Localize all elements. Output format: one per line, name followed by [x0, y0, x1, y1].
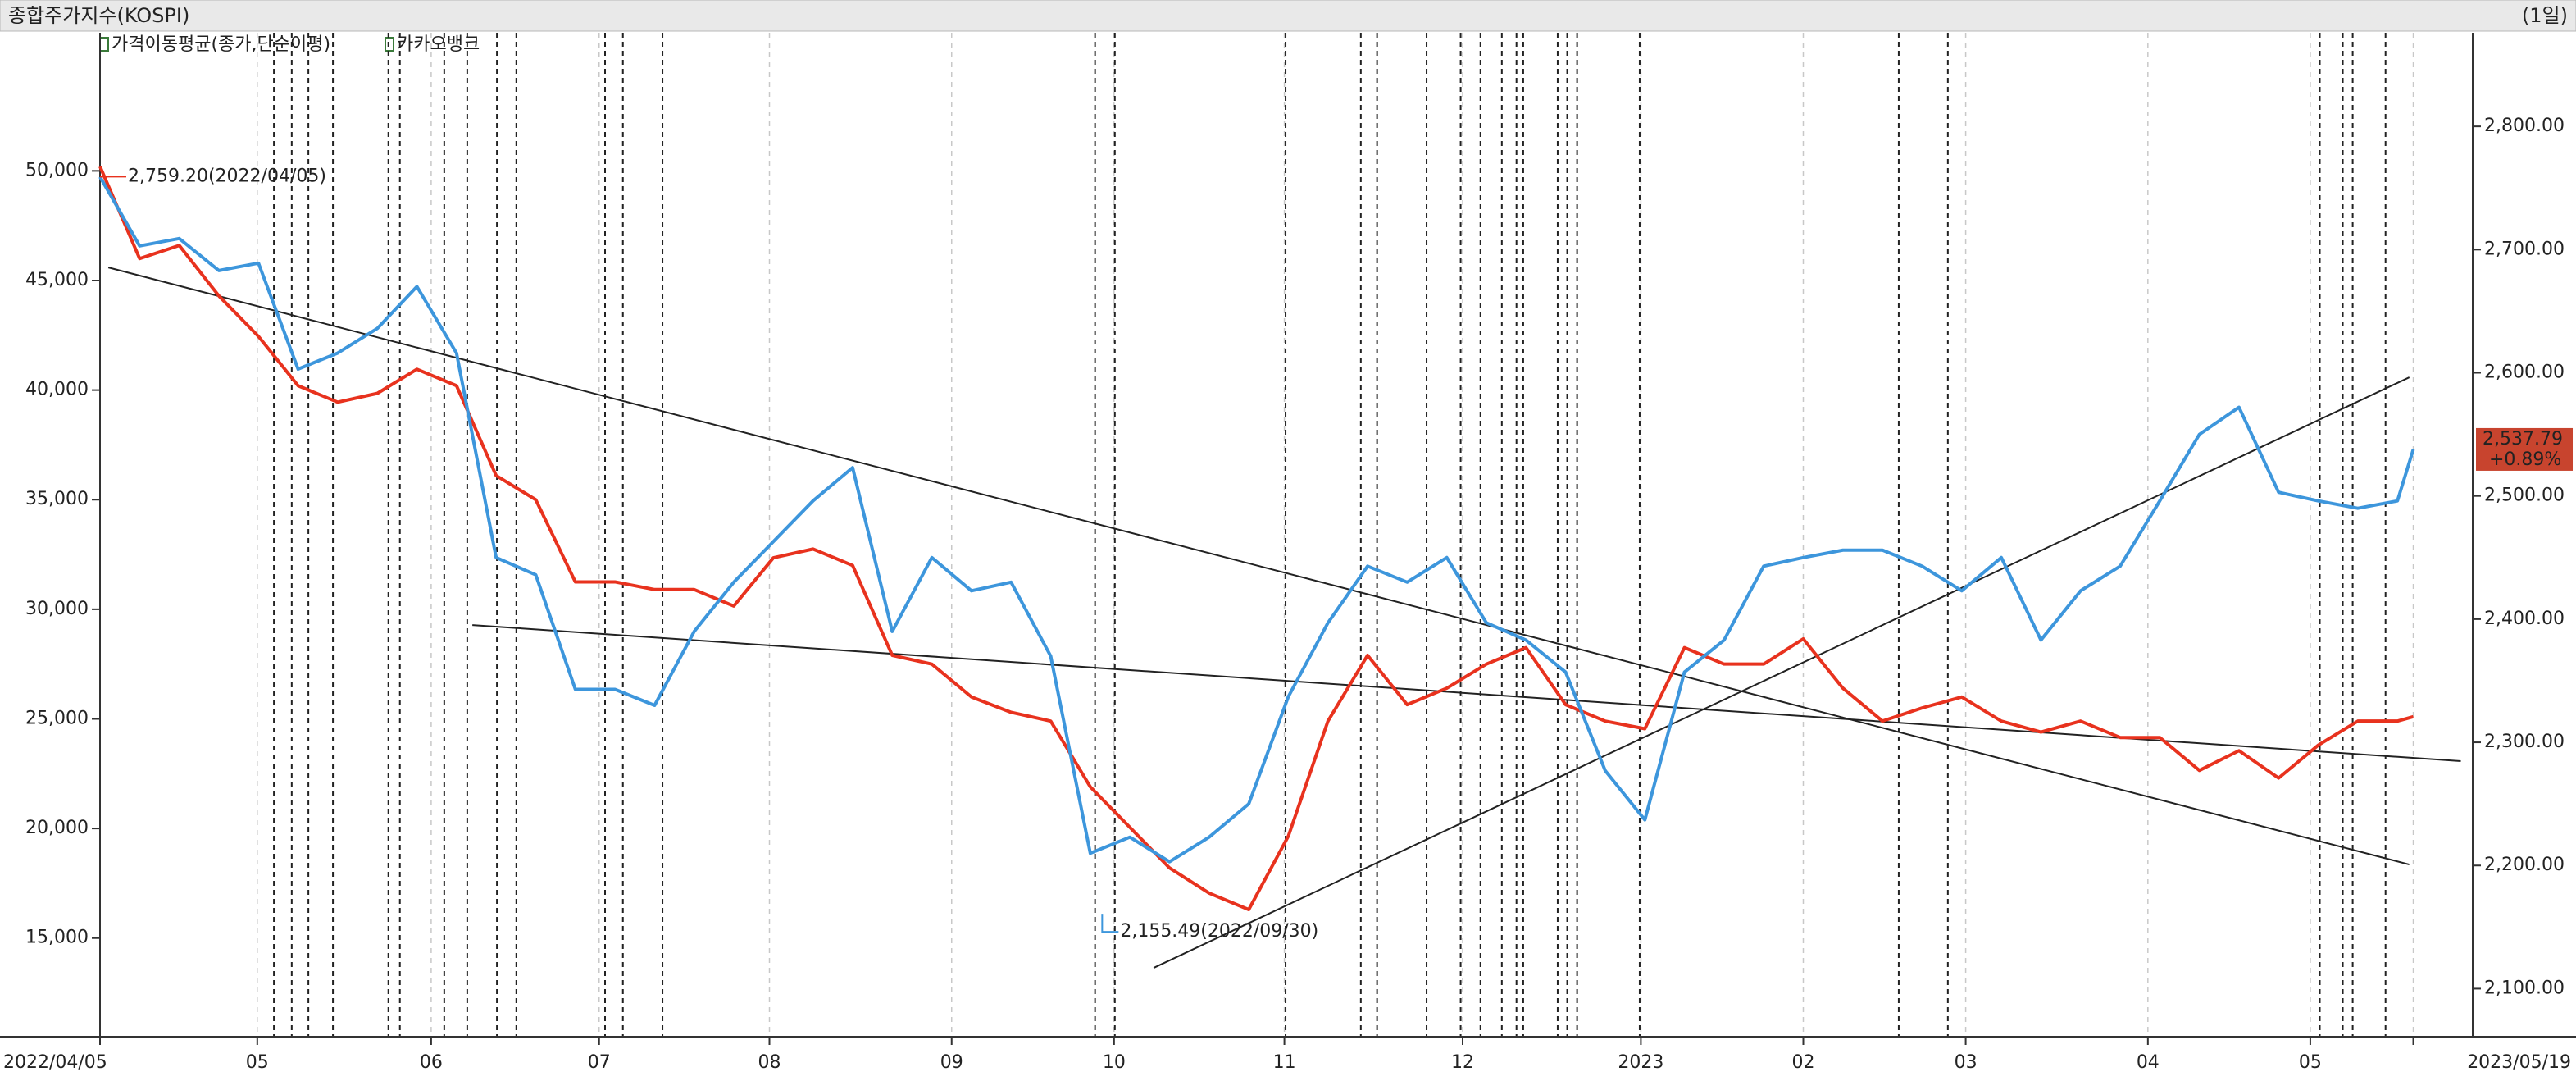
last-value-change: +0.89%	[2489, 449, 2561, 470]
legend-label: 카카오뱅크	[397, 34, 480, 55]
y2-tick-label: 2,700.00	[2484, 239, 2565, 259]
x-tick-label: 10	[1103, 1052, 1126, 1073]
y-tick-label: 35,000	[25, 489, 89, 509]
chart-title: 종합주가지수(KOSPI)	[8, 4, 189, 27]
series-line	[98, 176, 2415, 864]
x-tick-label: 2023	[1618, 1052, 1663, 1073]
y2-tick-label: 2,400.00	[2484, 609, 2565, 629]
last-value-label: 2,537.79	[2483, 429, 2563, 449]
x-tick-label: 03	[1955, 1052, 1978, 1073]
trend-line	[107, 267, 2410, 866]
y-tick-label: 20,000	[25, 818, 89, 838]
x-tick-label: 04	[2137, 1052, 2160, 1073]
period-label: (1일)	[2522, 4, 2568, 27]
y2-tick-label: 2,200.00	[2484, 855, 2565, 875]
x-tick-label: 11	[1273, 1052, 1296, 1073]
trend-line	[1153, 376, 2410, 969]
x-tick-label: 08	[758, 1052, 781, 1073]
y-tick-label: 15,000	[25, 928, 89, 948]
x-tick-label: 09	[940, 1052, 963, 1073]
annotation-leader	[1101, 914, 1119, 933]
y2-tick-label: 2,300.00	[2484, 732, 2565, 752]
series-line	[98, 166, 2414, 911]
last-value-box	[2476, 427, 2573, 471]
annotation-label: 2,759.20(2022/04/05)	[128, 166, 326, 186]
header-bar	[0, 0, 2576, 32]
y-tick-label: 50,000	[25, 160, 89, 180]
y2-tick-label: 2,600.00	[2484, 363, 2565, 383]
y-tick-label: 45,000	[25, 270, 89, 290]
x-tick-label: 02	[1791, 1052, 1814, 1073]
x-tick-label: 05	[2299, 1052, 2322, 1073]
legend-indicator: 가격이동평균(종가,단순이평)	[112, 34, 330, 55]
x-tick-label: 12	[1451, 1052, 1474, 1073]
y-tick-label: 40,000	[25, 380, 89, 400]
y2-tick-label: 2,500.00	[2484, 486, 2565, 506]
x-tick-label: 2023/05/19	[2467, 1052, 2571, 1073]
x-tick-label: 05	[246, 1052, 269, 1073]
y2-tick-label: 2,100.00	[2484, 978, 2565, 998]
x-tick-label: 07	[588, 1052, 611, 1073]
annotation-label: 2,155.49(2022/09/30)	[1120, 921, 1318, 942]
y2-tick-label: 2,800.00	[2484, 116, 2565, 136]
legend-icon	[385, 37, 394, 52]
y-tick-label: 25,000	[25, 708, 89, 728]
y-tick-label: 30,000	[25, 599, 89, 619]
x-tick-label: 2022/04/05	[3, 1052, 107, 1073]
x-tick-label: 06	[420, 1052, 443, 1073]
